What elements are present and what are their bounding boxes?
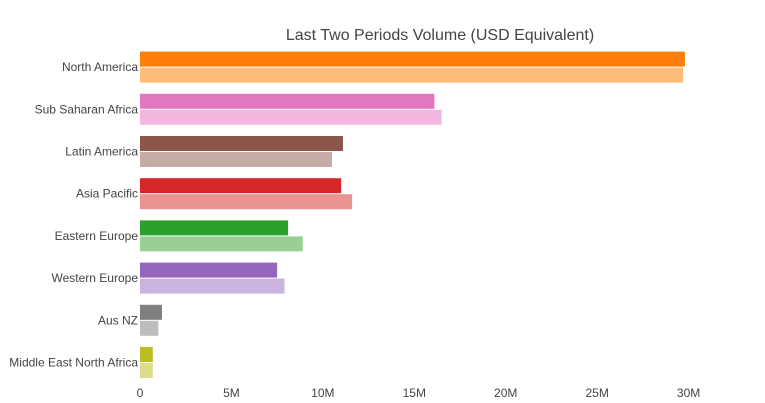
chart-title: Last Two Periods Volume (USD Equivalent)	[286, 27, 594, 44]
bar-sub-saharan-africa-period-1[interactable]	[140, 93, 435, 109]
category-label-latin-america: Latin America	[65, 145, 138, 159]
x-tick-label: 0	[137, 386, 144, 400]
bar-asia-pacific-period-1[interactable]	[140, 178, 342, 194]
bar-north-america-period-2[interactable]	[140, 67, 684, 83]
bar-eastern-europe-period-1[interactable]	[140, 220, 289, 236]
bar-western-europe-period-1[interactable]	[140, 262, 278, 278]
bar-north-america-period-1[interactable]	[140, 51, 685, 67]
category-label-north-america: North America	[62, 60, 138, 74]
category-label-western-europe: Western Europe	[52, 271, 139, 285]
bar-latin-america-period-1[interactable]	[140, 136, 343, 151]
bar-western-europe-period-2[interactable]	[140, 278, 285, 294]
category-labels: North America Sub Saharan Africa Latin Ame…	[9, 60, 138, 369]
category-label-eastern-europe: Eastern Europe	[55, 229, 139, 243]
bar-middle-east-north-africa-period-2[interactable]	[140, 363, 153, 378]
x-tick-label: 20M	[494, 386, 517, 400]
x-tick-label: 10M	[311, 386, 334, 400]
x-tick-label: 30M	[677, 386, 700, 400]
bar-sub-saharan-africa-period-2[interactable]	[140, 109, 442, 125]
x-tick-label: 15M	[403, 386, 426, 400]
x-tick-label: 25M	[585, 386, 608, 400]
category-label-sub-saharan-africa: Sub Saharan Africa	[35, 102, 139, 116]
category-label-aus-nz: Aus NZ	[98, 313, 138, 327]
bar-aus-nz-period-2[interactable]	[140, 320, 159, 336]
bar-aus-nz-period-1[interactable]	[140, 304, 162, 320]
category-label-middle-east-north-africa: Middle East North Africa	[9, 356, 138, 370]
x-tick-label: 5M	[223, 386, 240, 400]
bar-middle-east-north-africa-period-1[interactable]	[140, 347, 153, 362]
category-label-asia-pacific: Asia Pacific	[76, 187, 138, 201]
bars-group	[140, 51, 685, 378]
x-tick-labels: 0 5M 10M 15M 20M 25M 30M	[137, 386, 701, 400]
bar-asia-pacific-period-2[interactable]	[140, 194, 353, 210]
bar-latin-america-period-2[interactable]	[140, 152, 332, 167]
bar-eastern-europe-period-2[interactable]	[140, 236, 303, 252]
